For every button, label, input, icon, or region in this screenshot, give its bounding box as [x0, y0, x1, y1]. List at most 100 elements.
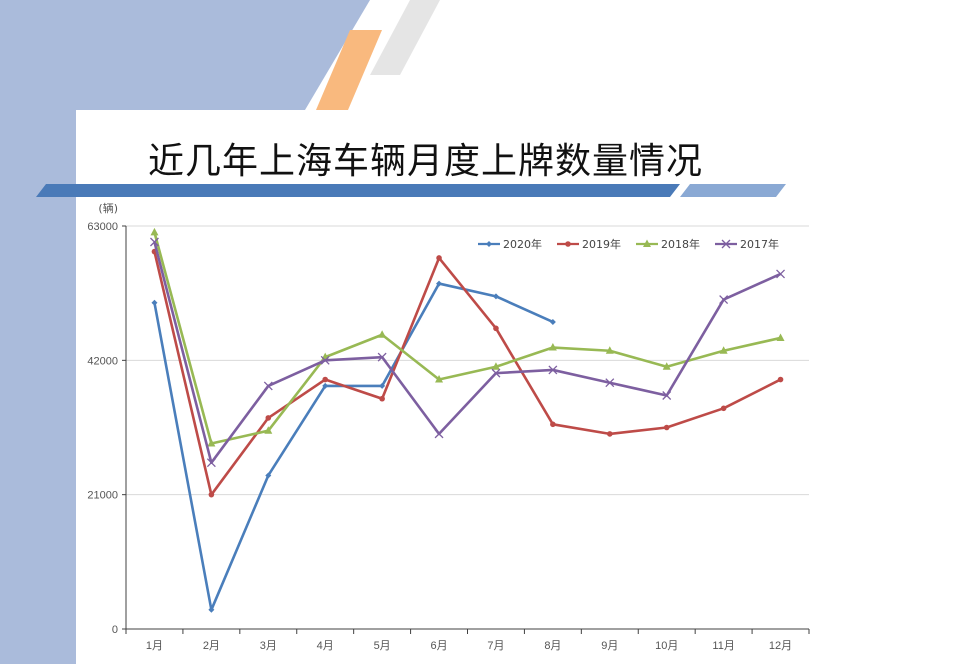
data-point-stroke — [605, 378, 615, 388]
data-point — [436, 255, 442, 261]
data-point-stroke — [149, 237, 159, 247]
data-point — [265, 472, 272, 479]
page-title: 近几年上海车辆月度上牌数量情况 — [148, 141, 704, 182]
data-point-stroke — [548, 365, 558, 375]
series-2018年 — [150, 227, 785, 447]
y-tick-label: 0 — [112, 624, 118, 636]
data-point — [377, 352, 387, 362]
data-point — [662, 362, 671, 370]
data-point-stroke — [719, 295, 729, 305]
data-point — [263, 381, 273, 391]
data-point — [776, 269, 786, 279]
data-point-stroke — [377, 352, 387, 362]
data-point — [719, 295, 729, 305]
data-point — [435, 375, 444, 383]
x-tick-label: 9月 — [601, 640, 618, 652]
data-point — [150, 227, 159, 236]
legend-item: 2020年 — [478, 237, 542, 251]
y-tick-label: 42000 — [87, 355, 118, 367]
legend-label: 2019年 — [582, 237, 621, 251]
data-point — [720, 405, 727, 412]
data-point — [549, 318, 556, 325]
title-underline-accent — [680, 184, 786, 197]
x-tick-label: 8月 — [544, 640, 561, 652]
data-point — [378, 330, 387, 338]
data-point — [663, 424, 670, 431]
legend-label: 2018年 — [661, 237, 700, 251]
x-tick-label: 12月 — [769, 640, 792, 652]
gray-stripe — [370, 0, 440, 75]
data-point — [486, 241, 492, 247]
data-point — [491, 362, 500, 370]
legend-item: 2018年 — [636, 237, 700, 251]
data-point — [265, 415, 272, 421]
data-point — [379, 382, 386, 389]
chart-series — [149, 227, 786, 613]
data-point — [493, 325, 499, 332]
left-panel-strip — [0, 110, 76, 664]
orange-stripe — [316, 30, 382, 110]
series-2017年 — [149, 237, 786, 468]
legend-label: 2020年 — [503, 237, 542, 251]
data-point — [548, 365, 558, 375]
data-point-stroke — [776, 269, 786, 279]
data-point — [151, 299, 158, 306]
x-tick-label: 5月 — [374, 640, 391, 652]
data-point — [436, 280, 443, 287]
data-point — [208, 491, 215, 498]
data-point — [208, 606, 215, 613]
data-point — [491, 368, 501, 378]
legend-item: 2019年 — [557, 237, 621, 251]
series-2020年 — [151, 280, 556, 613]
title-card — [76, 110, 796, 192]
data-point — [605, 346, 614, 354]
data-point — [643, 239, 651, 247]
data-point — [492, 293, 499, 300]
data-point — [605, 378, 615, 388]
title-underline-bar — [36, 184, 680, 197]
x-tick-label: 10月 — [655, 640, 678, 652]
data-point-stroke — [662, 391, 672, 400]
data-point — [719, 346, 728, 354]
x-tick-label: 7月 — [487, 640, 504, 652]
data-point — [207, 438, 216, 447]
data-point — [565, 241, 571, 247]
series-line — [153, 251, 782, 496]
series-line — [153, 282, 554, 612]
series-line — [153, 232, 781, 445]
data-point-stroke — [206, 458, 216, 468]
x-tick-label: 1月 — [146, 640, 163, 652]
x-tick-label: 6月 — [430, 640, 447, 652]
data-point — [548, 343, 557, 351]
data-point — [776, 333, 785, 341]
data-point-stroke — [721, 239, 731, 249]
data-point — [149, 237, 159, 247]
y-tick-label: 21000 — [87, 490, 118, 502]
x-tick-label: 11月 — [712, 640, 734, 652]
chart-axes: 0 21000 42000 63000 (辆) 1月 2月 3月 4月 5月 6月 7月 8月 9月 10月… — [87, 201, 810, 652]
series-2019年 — [151, 248, 784, 498]
series-line — [153, 241, 782, 464]
data-point — [264, 426, 273, 434]
x-tick-label: 2月 — [203, 640, 220, 652]
y-tick-label: 63000 — [87, 221, 118, 233]
data-point — [606, 431, 613, 437]
chart-legend: 2020年 2019年 2018年 2017年 — [478, 237, 779, 251]
data-point-stroke — [263, 381, 273, 391]
data-point — [550, 421, 556, 428]
legend-item: 2017年 — [715, 237, 779, 251]
x-tick-label: 4月 — [317, 640, 334, 652]
data-point — [322, 382, 329, 389]
top-left-panel — [0, 0, 370, 110]
data-point — [662, 391, 672, 400]
data-point — [721, 239, 731, 249]
data-point — [777, 376, 784, 383]
data-point — [322, 376, 329, 383]
data-point-stroke — [491, 368, 501, 378]
data-point-stroke — [434, 429, 444, 439]
data-point — [434, 429, 444, 439]
y-axis-unit: (辆) — [98, 201, 118, 215]
x-tick-label: 3月 — [260, 640, 277, 652]
